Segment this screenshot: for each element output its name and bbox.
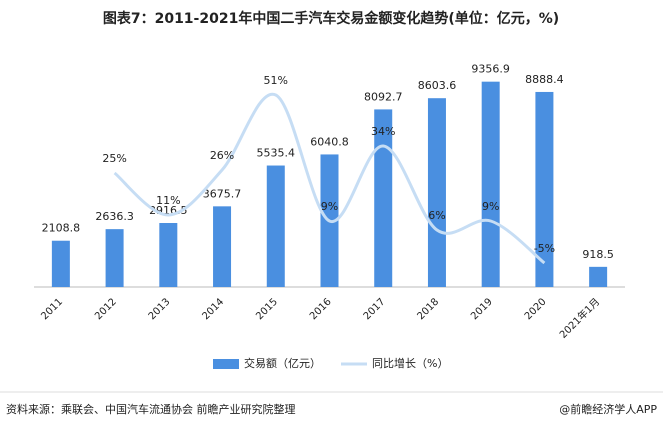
line-value-label: -5% xyxy=(534,242,555,255)
x-tick-label: 2016 xyxy=(308,296,334,322)
x-tick-label: 2011 xyxy=(39,296,65,322)
chart-title: 图表7：2011-2021年中国二手汽车交易金额变化趋势(单位：亿元，%) xyxy=(103,10,559,27)
bar xyxy=(589,266,608,287)
x-tick-label: 2019 xyxy=(469,296,495,322)
bar-value-label: 9356.9 xyxy=(471,63,510,76)
bar-value-label: 8888.4 xyxy=(525,73,564,86)
bar xyxy=(51,240,70,287)
bar xyxy=(159,222,178,287)
bar xyxy=(266,165,285,287)
bar xyxy=(105,229,124,287)
legend-swatch xyxy=(213,359,239,369)
line-value-label: 25% xyxy=(102,152,126,165)
line-value-label: 6% xyxy=(428,209,445,222)
x-tick-label: 2014 xyxy=(201,296,227,322)
x-tick-label: 2021年1月 xyxy=(557,295,603,341)
line-value-label: 26% xyxy=(210,149,234,162)
line-value-label: 51% xyxy=(264,74,288,87)
line-value-label: 11% xyxy=(156,194,180,207)
bar xyxy=(481,81,500,287)
line-value-label: 9% xyxy=(482,200,499,213)
credit: @前瞻经济学人APP xyxy=(559,402,657,416)
legend-label: 交易额（亿元） xyxy=(244,356,321,370)
bar-value-label: 2636.3 xyxy=(95,210,134,223)
x-tick-label: 2012 xyxy=(93,296,119,322)
bar xyxy=(535,91,554,287)
bar-value-label: 3675.7 xyxy=(203,187,242,200)
bar-value-label: 8603.6 xyxy=(418,79,457,92)
bar-value-label: 2108.8 xyxy=(42,222,81,235)
bar xyxy=(213,206,232,287)
x-tick-label: 2013 xyxy=(147,296,173,322)
source: 资料来源：乘联会、中国汽车流通协会 前瞻产业研究院整理 xyxy=(6,402,296,416)
bar-value-label: 8092.7 xyxy=(364,90,403,103)
x-tick-label: 2020 xyxy=(523,296,549,322)
legend-label: 同比增长（%） xyxy=(372,356,448,370)
x-tick-label: 2015 xyxy=(254,296,280,322)
line xyxy=(113,92,546,265)
bar-value-label: 918.5 xyxy=(582,248,614,261)
bar-value-label: 6040.8 xyxy=(310,135,349,148)
bar xyxy=(427,98,446,287)
line-value-label: 9% xyxy=(321,200,338,213)
line-value-label: 34% xyxy=(371,125,395,138)
bar-value-label: 5535.4 xyxy=(257,147,296,160)
bar xyxy=(374,109,393,288)
x-tick-label: 2018 xyxy=(415,296,441,322)
x-tick-label: 2017 xyxy=(362,296,388,322)
